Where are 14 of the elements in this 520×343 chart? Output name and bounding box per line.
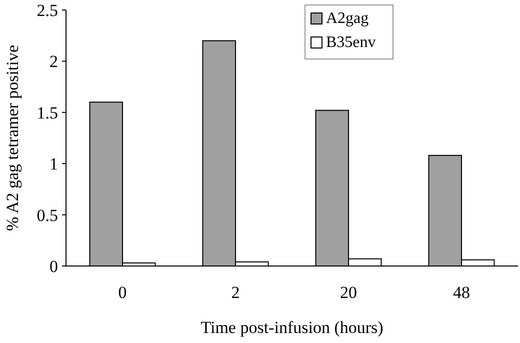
y-tick-label: 0.5 [36,206,58,225]
x-tick-label: 2 [231,283,240,302]
x-tick-label: 48 [453,283,470,302]
y-tick-label: 2.5 [36,0,58,20]
y-axis-title: % A2 gag tetramer positive [3,44,22,232]
y-tick-label: 2 [50,52,58,72]
y-tick-label: 0 [50,256,58,276]
legend-label: B35env [326,34,376,51]
y-tick-label: 1.5 [36,103,58,122]
y-tick-label: 1 [50,154,58,174]
x-tick-label: 0 [118,283,127,302]
x-tick-label: 20 [340,283,357,302]
legend-label: A2gag [326,10,369,27]
x-axis-title: Time post-infusion (hours) [200,318,384,337]
